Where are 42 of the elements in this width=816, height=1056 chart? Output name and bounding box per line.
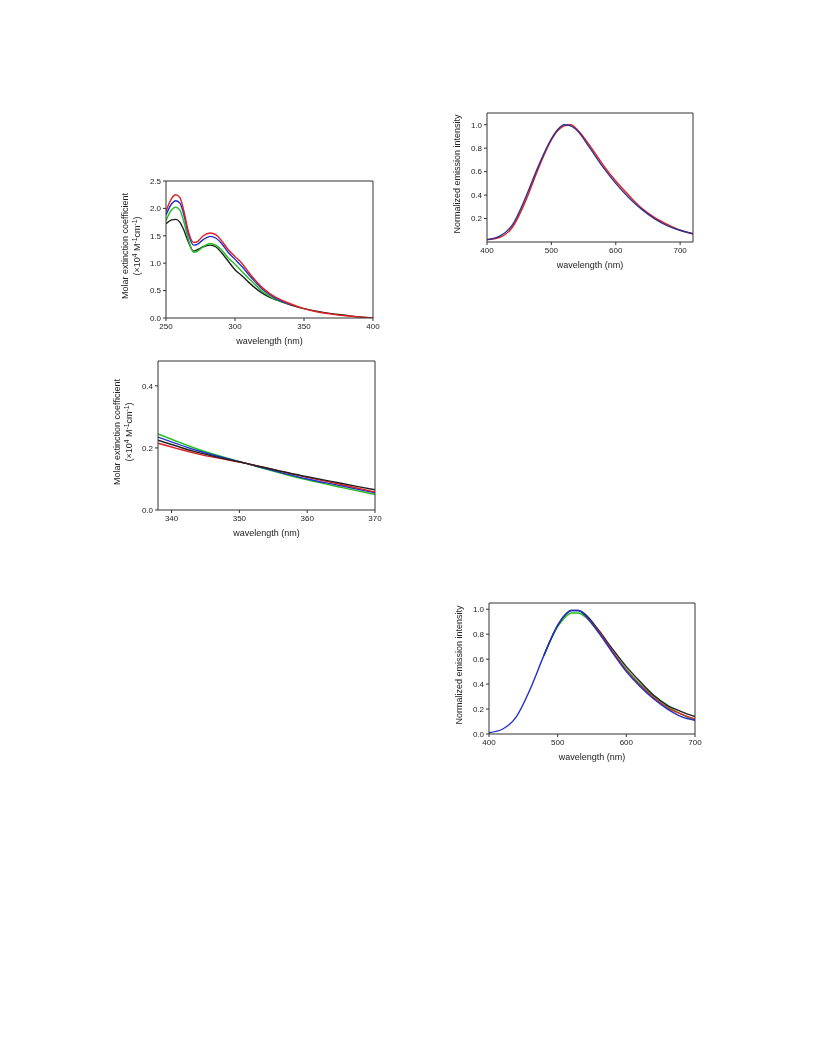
y-tick-label: 0.4 — [141, 381, 154, 391]
x-tick-label: 400 — [366, 321, 381, 331]
y-tick-label: 0.0 — [141, 505, 154, 515]
x-tick-label: 400 — [482, 737, 497, 747]
x-axis-title: wavelength (nm) — [235, 336, 303, 346]
y-tick-label: 0.6 — [470, 167, 483, 177]
x-tick-label: 360 — [300, 513, 315, 523]
y-tick-label: 0.2 — [472, 704, 485, 714]
x-tick-label: 400 — [480, 245, 495, 255]
y-tick-label: 0.5 — [149, 286, 162, 296]
x-tick-label: 600 — [609, 245, 623, 255]
x-tick-label: 250 — [159, 321, 174, 331]
y-axis-title: Normalized emission intensity — [452, 113, 462, 234]
x-tick-label: 340 — [164, 513, 179, 523]
x-tick-label: 350 — [232, 513, 247, 523]
x-tick-label: 700 — [688, 737, 703, 747]
x-tick-label: 600 — [619, 737, 634, 747]
x-axis-title: wavelength (nm) — [232, 528, 300, 538]
y-tick-label: 0.8 — [470, 144, 483, 154]
x-tick-label: 370 — [368, 513, 383, 523]
x-axis-title: wavelength (nm) — [555, 260, 624, 270]
y-tick-label: 0.2 — [470, 214, 483, 224]
y-tick-label: 1.0 — [472, 605, 485, 615]
x-tick-label: 500 — [550, 737, 565, 747]
y-tick-label: 0.6 — [472, 654, 485, 664]
y-tick-label: 1.5 — [149, 231, 162, 241]
y-axis-title: Normalized emission intensity — [454, 604, 464, 725]
y-tick-label: 2.5 — [149, 176, 162, 186]
y-tick-label: 1.0 — [149, 259, 162, 269]
x-tick-label: 500 — [544, 245, 559, 255]
y-tick-label: 0.8 — [472, 630, 485, 640]
x-tick-label: 350 — [297, 321, 312, 331]
y-tick-label: 2.0 — [149, 204, 162, 214]
y-tick-label: 1.0 — [470, 120, 483, 130]
y-tick-label: 0.4 — [470, 190, 483, 200]
y-tick-label: 0.0 — [472, 729, 485, 739]
x-tick-label: 300 — [228, 321, 243, 331]
y-tick-label: 0.2 — [141, 443, 154, 453]
x-tick-label: 700 — [673, 245, 688, 255]
x-axis-title: wavelength (nm) — [557, 752, 626, 762]
y-tick-label: 0.4 — [472, 679, 485, 689]
y-tick-label: 0.0 — [149, 313, 162, 323]
